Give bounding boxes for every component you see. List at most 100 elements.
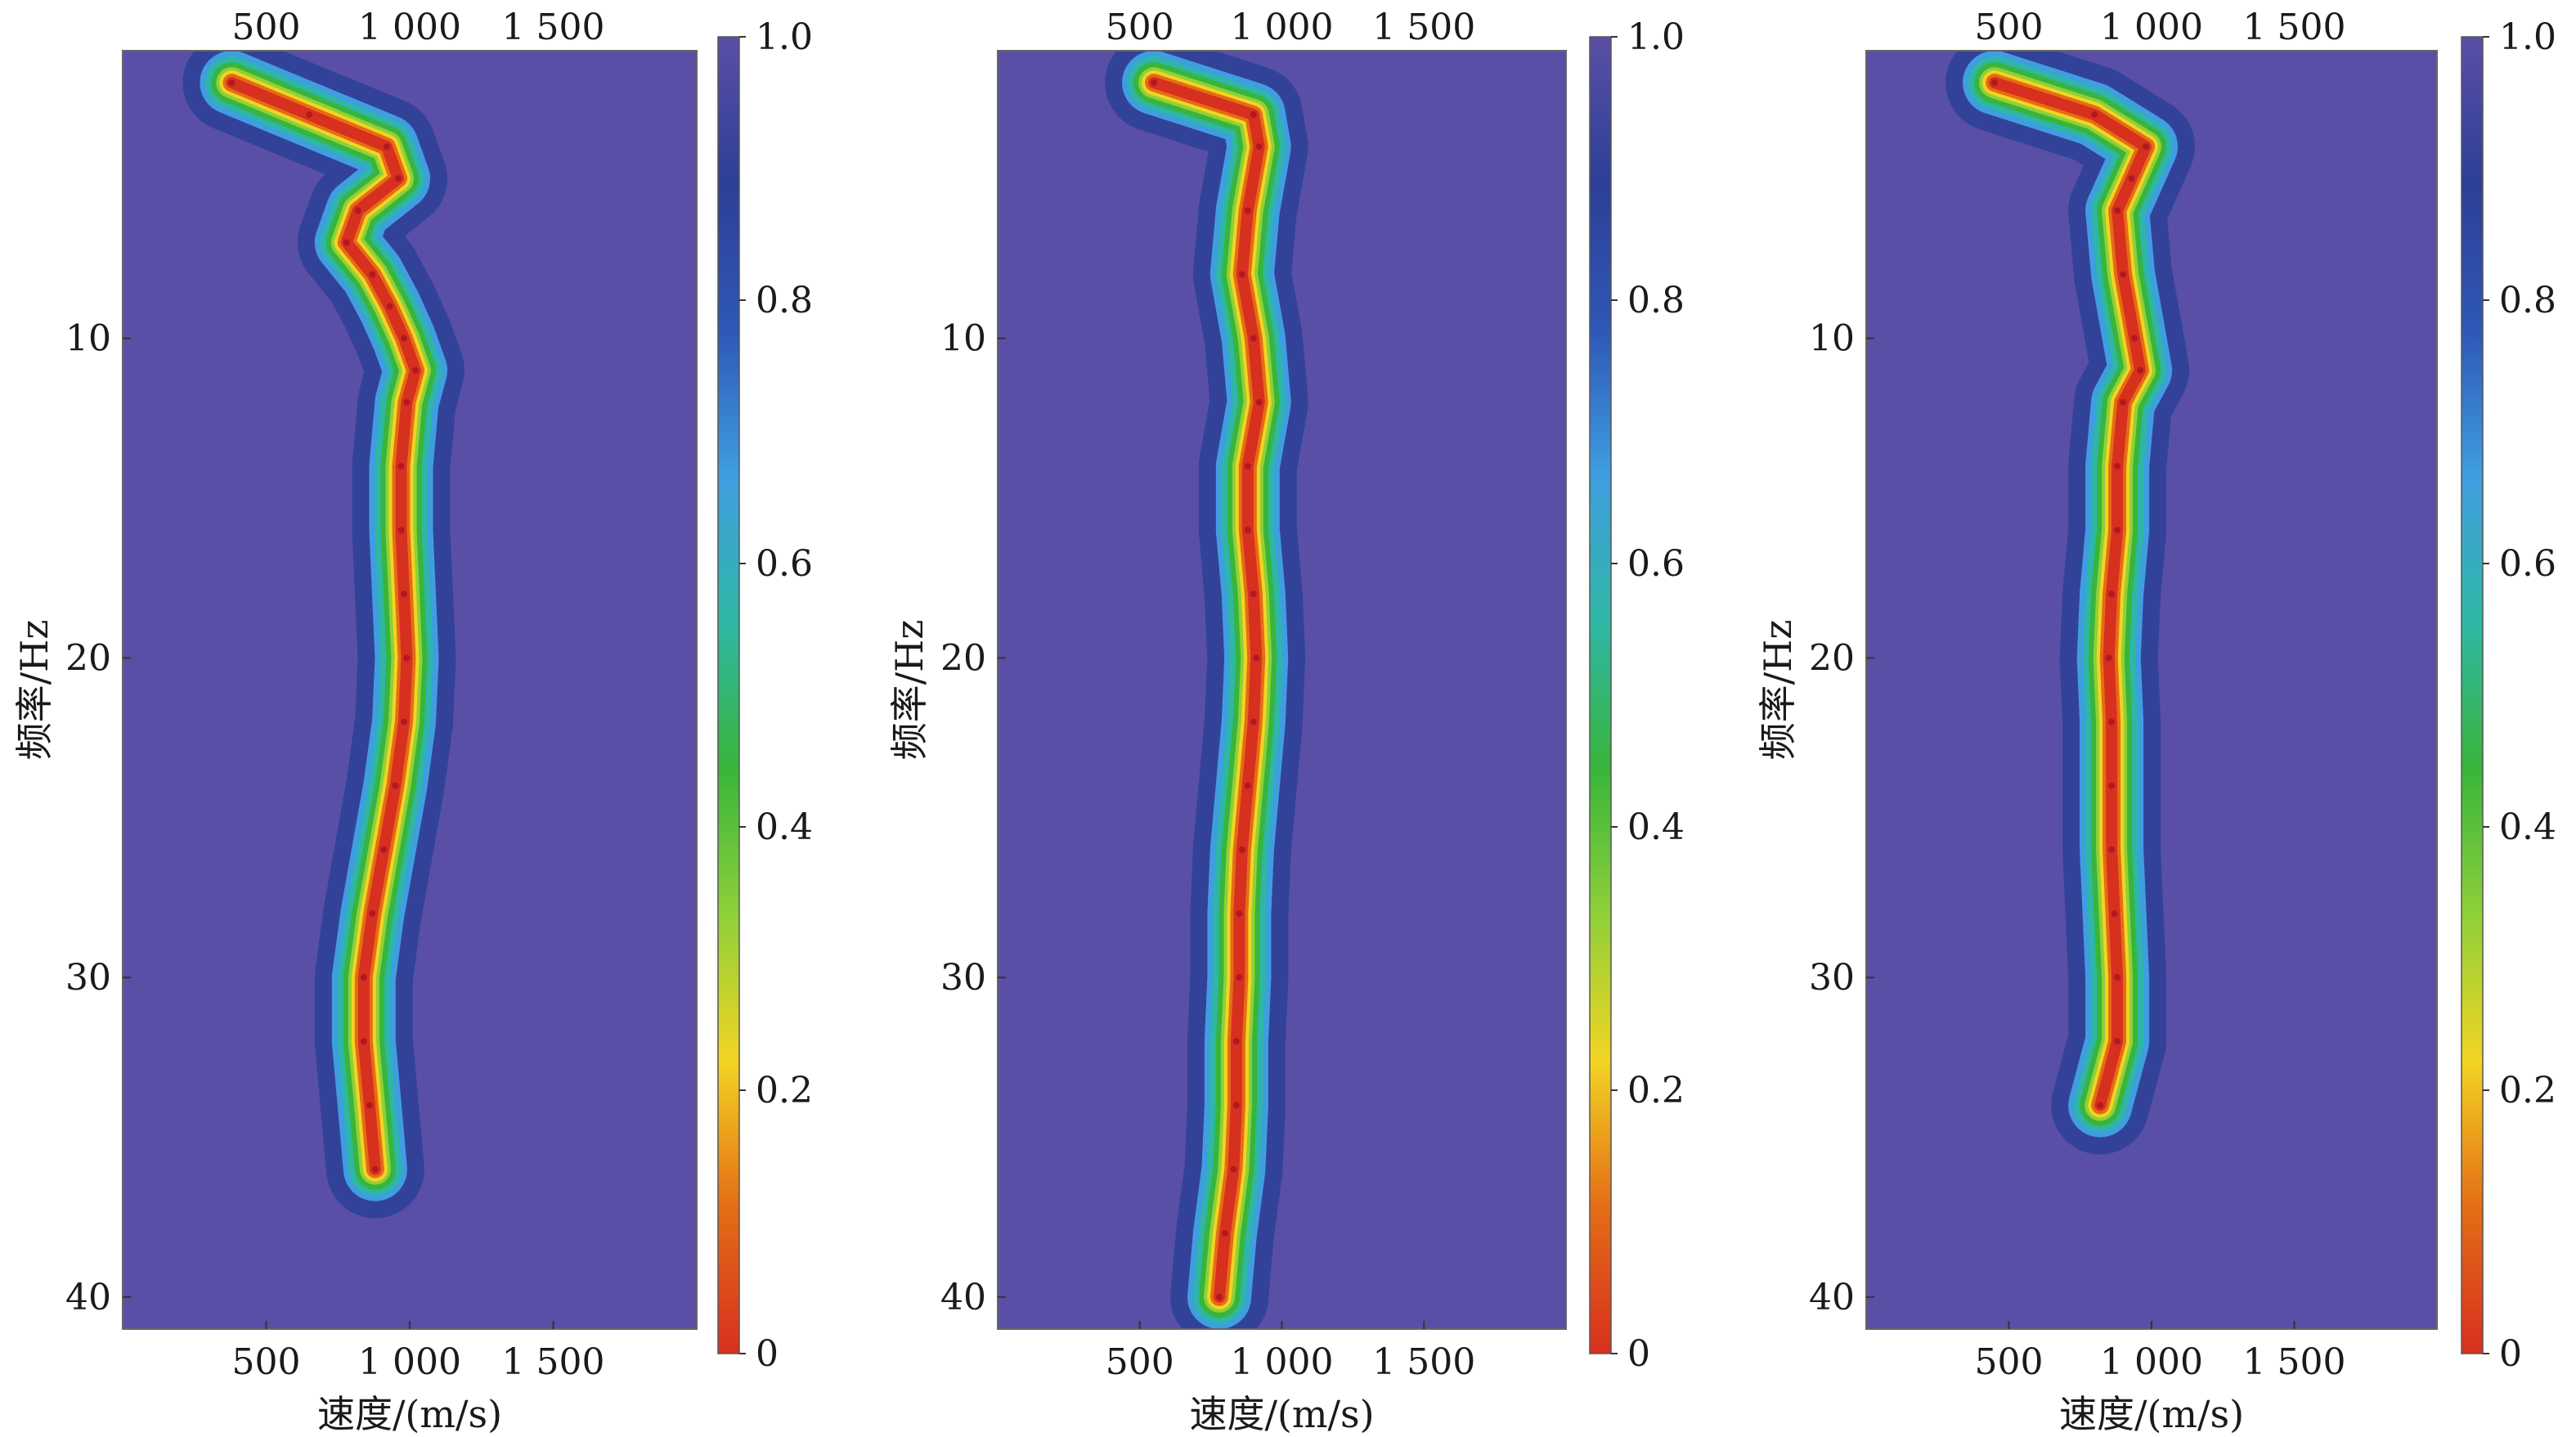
ridge-point — [1236, 974, 1243, 981]
y-tick-label: 10 — [1809, 318, 1855, 360]
colorbar-tick-label: 1.0 — [1627, 16, 1685, 58]
y-tick-label: 40 — [65, 1277, 111, 1318]
ridge-point — [400, 591, 407, 598]
ridge-point — [394, 175, 402, 182]
x-tick-label-top: 1 500 — [1372, 7, 1475, 48]
ridge-point — [2108, 591, 2116, 598]
ridge-point — [1216, 1293, 1223, 1300]
colorbar-tick-label: 0.8 — [1627, 280, 1685, 321]
x-tick-label-top: 500 — [1106, 7, 1174, 48]
x-axis-label: 速度/(m/s) — [2059, 1392, 2244, 1436]
ridge-point — [2108, 846, 2116, 853]
colorbar — [1589, 36, 1612, 1354]
ridge-point — [354, 207, 361, 214]
ridge-point — [386, 303, 393, 310]
y-tick-label: 20 — [1809, 637, 1855, 679]
x-axis-label: 速度/(m/s) — [1189, 1392, 1374, 1436]
ridge-left — [182, 51, 464, 1219]
ridge-point — [366, 1102, 373, 1109]
ridge-point — [2120, 398, 2127, 406]
x-tick-label-bottom: 1 500 — [502, 1341, 605, 1383]
ridge-point — [1238, 271, 1245, 278]
colorbar-tick-label: 0 — [756, 1333, 779, 1375]
colorbar-tick-label: 0.6 — [756, 543, 813, 585]
ridge-point — [1244, 782, 1251, 789]
ridge-middle — [1105, 51, 1308, 1329]
x-tick-label-top: 500 — [232, 7, 301, 48]
ridge-point — [1236, 910, 1243, 918]
colorbar-tick-label: 0 — [2499, 1333, 2522, 1375]
ridge-point — [2120, 271, 2127, 278]
ridge-point — [2108, 718, 2116, 725]
ridge-point — [2114, 462, 2121, 469]
y-tick-label: 10 — [940, 318, 986, 360]
ridge-point — [360, 1038, 367, 1045]
panel-middle: 500 500 1 000 1 000 1 500 1 500 10 20 30 40 速度/(m/… — [887, 7, 1685, 1436]
colorbar-tick-label: 0.2 — [1627, 1070, 1685, 1111]
ridge-point — [1244, 207, 1251, 214]
x-tick-label-bottom: 1 500 — [1372, 1341, 1475, 1383]
ridge-point — [2131, 335, 2138, 342]
ridge-point — [369, 910, 376, 918]
y-tick-label: 30 — [65, 957, 111, 999]
panel-left: 500 500 1 000 1 000 1 500 1 500 10 20 30 40 速度/(m/… — [12, 7, 813, 1436]
y-tick-label: 40 — [940, 1277, 986, 1318]
ridge-point — [2091, 111, 2098, 119]
colorbar-tick-label: 0.4 — [1627, 806, 1685, 848]
ridge-point — [2137, 366, 2144, 374]
ridge-point — [2114, 974, 2121, 981]
colorbar-tick-label: 1.0 — [2499, 16, 2556, 58]
y-tick-label: 30 — [940, 957, 986, 999]
x-tick-label-bottom: 500 — [232, 1341, 301, 1383]
ridge-point — [1250, 335, 1257, 342]
colorbar-tick-label: 1.0 — [756, 16, 813, 58]
y-tick-label: 40 — [1809, 1277, 1855, 1318]
ridge-point — [2143, 143, 2150, 150]
x-tick-label-top: 1 000 — [358, 7, 461, 48]
ridge-point — [1244, 527, 1251, 534]
ridge-point — [400, 718, 407, 725]
ridge-point — [1222, 1229, 1228, 1237]
ridge-point — [2097, 1102, 2104, 1109]
x-tick-label-bottom: 1 000 — [1231, 1341, 1334, 1383]
colorbar-tick-label: 0.2 — [2499, 1070, 2556, 1111]
ridge-point — [2128, 175, 2135, 182]
colorbar-tick-label: 0.8 — [756, 280, 813, 321]
ridge-point — [1255, 143, 1263, 150]
colorbar-tick-label: 0.8 — [2499, 280, 2556, 321]
ridge-point — [228, 79, 236, 87]
ridge-point — [2105, 654, 2112, 662]
ridge-point — [1238, 846, 1245, 853]
colorbar-tick-label: 0.4 — [756, 806, 813, 848]
ridge-point — [412, 366, 420, 374]
ridge-point — [1250, 591, 1257, 598]
ridge-point — [1255, 398, 1263, 406]
ridge-band-7 — [1989, 77, 2152, 1111]
x-tick-label-bottom: 1 000 — [358, 1341, 461, 1383]
ridge-point — [2114, 1038, 2121, 1045]
ridge-point — [1244, 462, 1251, 469]
ridge-point — [1991, 79, 1999, 87]
ridge-point — [1232, 1102, 1240, 1109]
ridge-point — [2108, 782, 2116, 789]
ridge-point — [1250, 718, 1257, 725]
colorbar — [2461, 36, 2484, 1354]
colorbar-tick-label: 0 — [1627, 1333, 1650, 1375]
x-tick-label-top: 1 000 — [2100, 7, 2203, 48]
ridge-point — [2111, 910, 2118, 918]
x-tick-label-bottom: 1 000 — [2100, 1341, 2203, 1383]
y-tick-label: 20 — [65, 637, 111, 679]
ridge-point — [1151, 79, 1158, 87]
y-tick-label: 20 — [940, 637, 986, 679]
y-tick-label: 10 — [65, 318, 111, 360]
ridge-point — [343, 239, 350, 246]
y-axis-label: 频率/Hz — [887, 620, 931, 761]
y-tick-label: 30 — [1809, 957, 1855, 999]
ridge-point — [392, 782, 399, 789]
ridge-point — [383, 143, 390, 150]
ridge-point — [403, 398, 411, 406]
ridge-right — [1945, 51, 2195, 1155]
ridge-point — [397, 527, 405, 534]
x-tick-label-top: 1 500 — [502, 7, 605, 48]
x-tick-label-bottom: 500 — [1975, 1341, 2044, 1383]
